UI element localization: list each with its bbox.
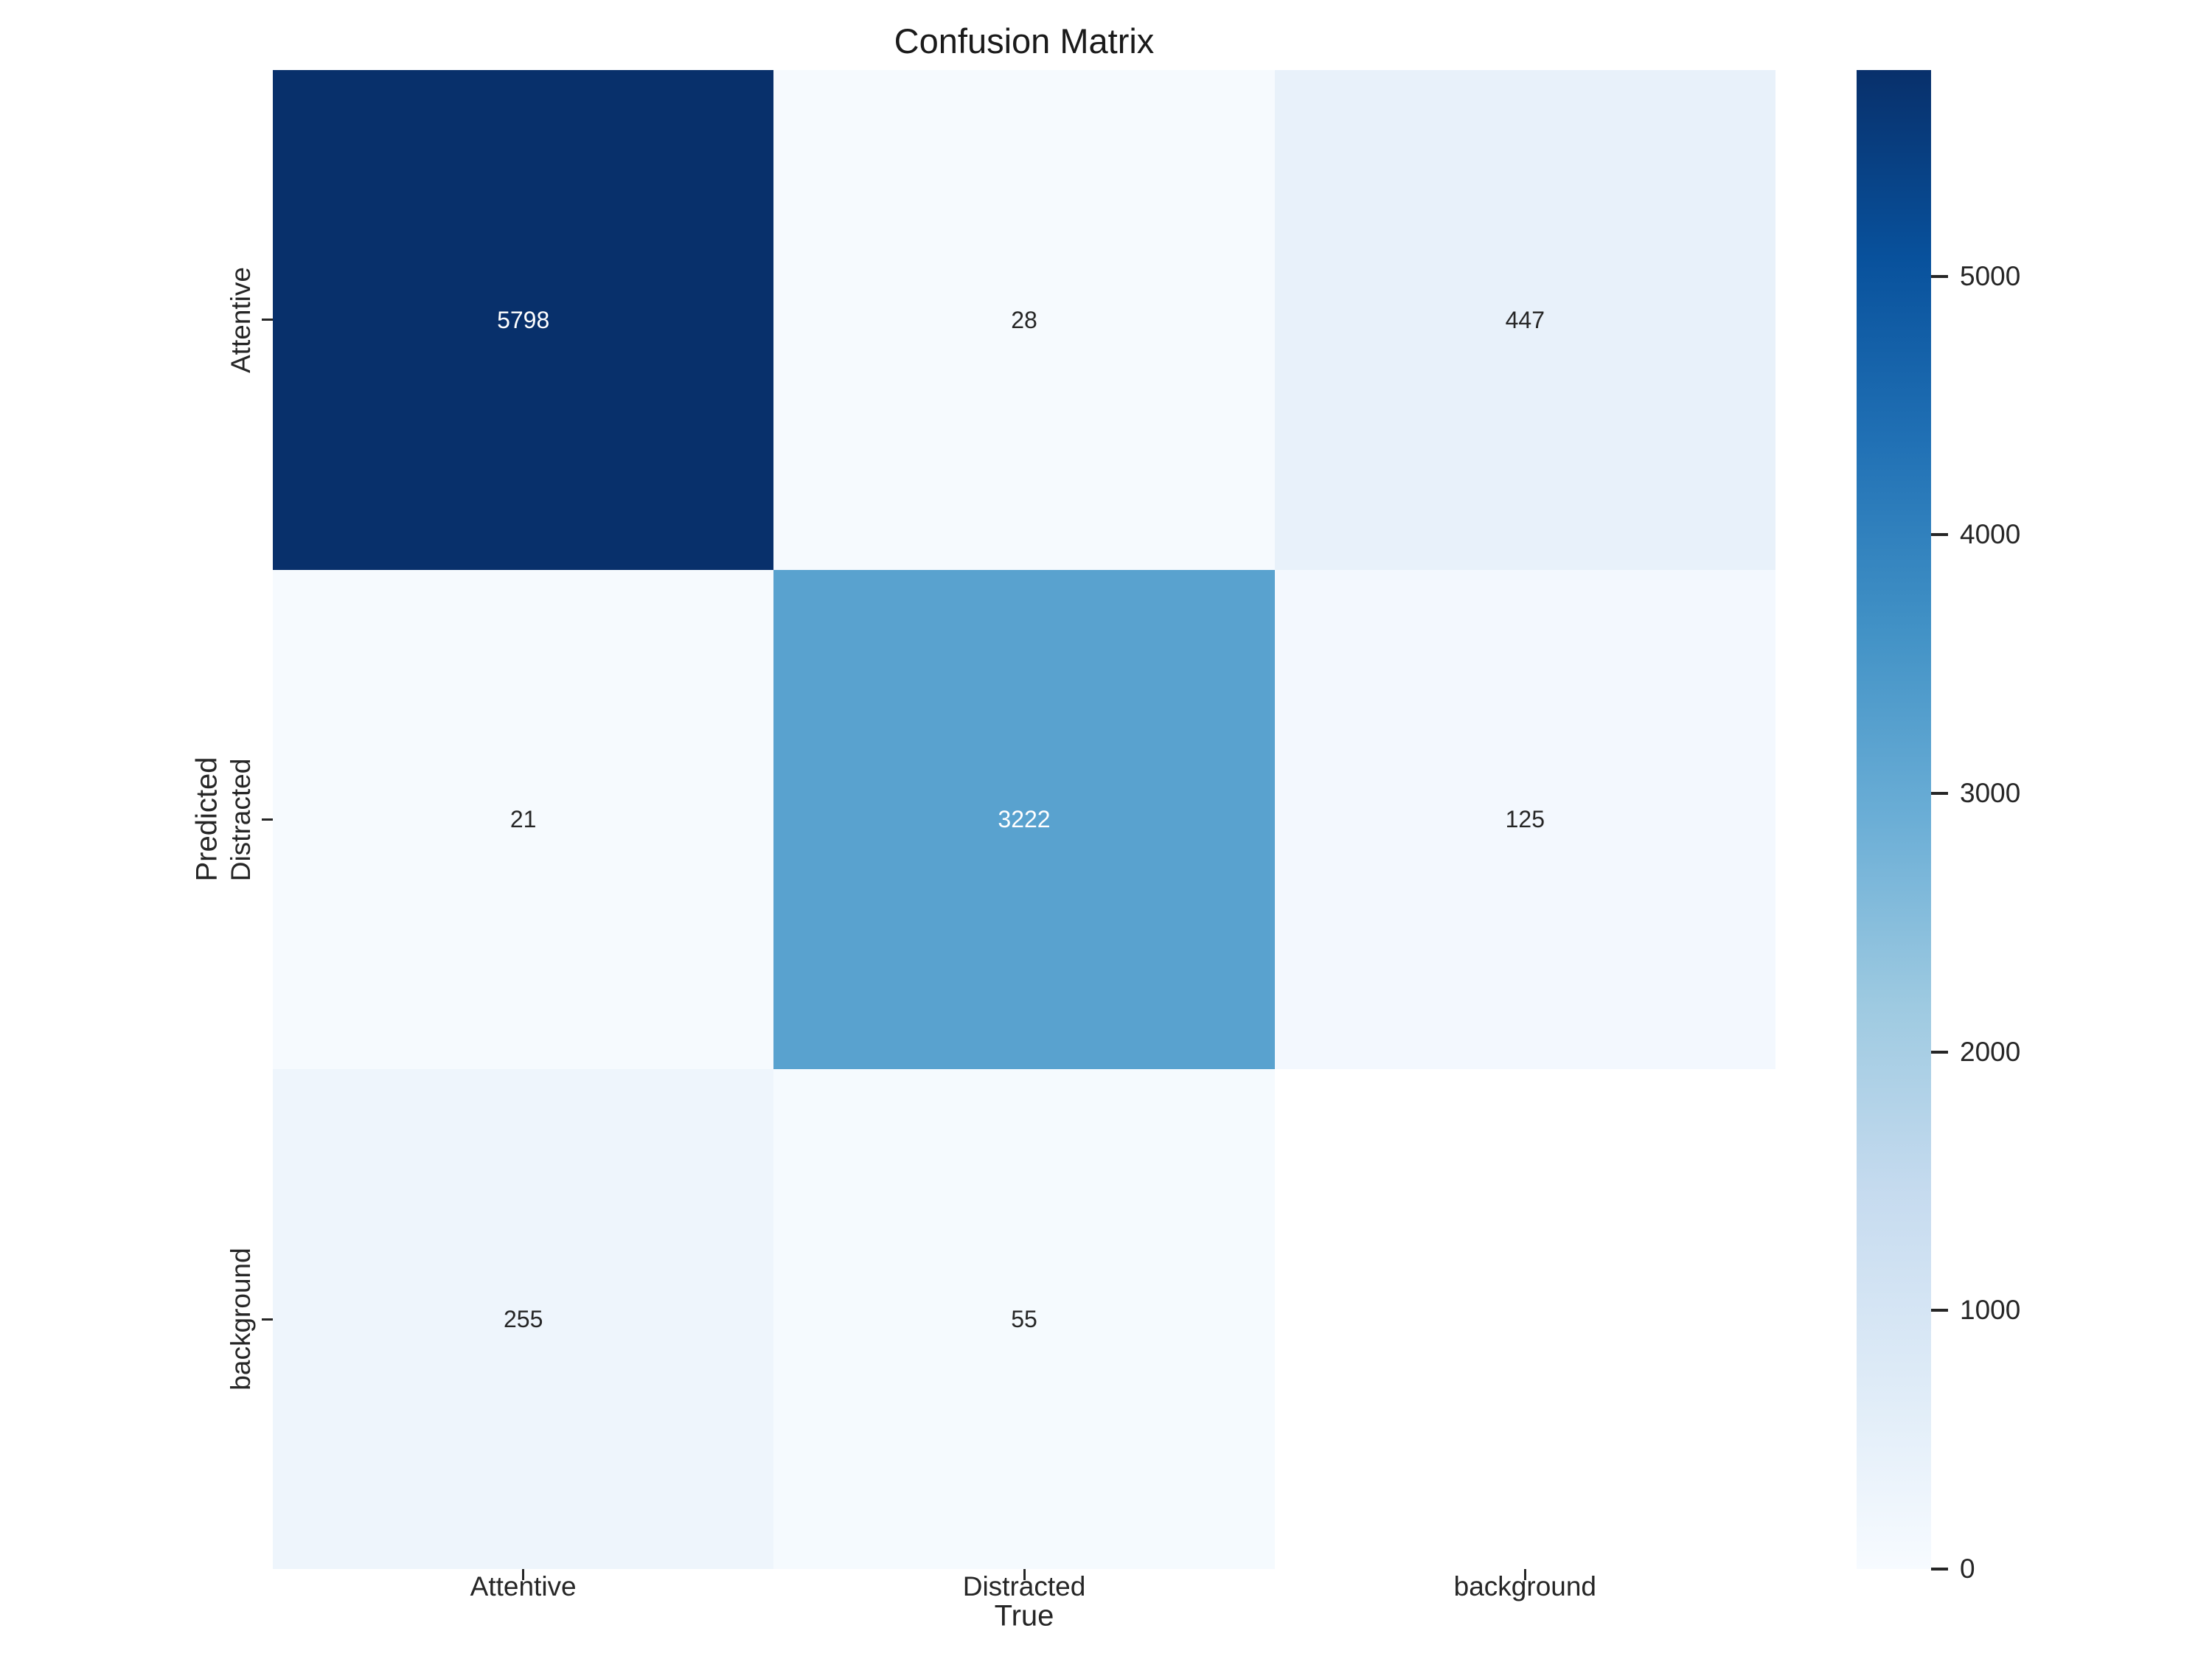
y-tick-mark-distracted xyxy=(262,818,273,821)
heatmap-cell-attentive-distracted: 28 xyxy=(773,70,1275,570)
colorbar-tick-mark-2000 xyxy=(1931,1050,1948,1054)
colorbar-tick-label-0: 0 xyxy=(1960,1554,1975,1584)
x-tick-label-distracted: Distracted xyxy=(962,1571,1086,1601)
heatmap-cell-attentive-attentive: 5798 xyxy=(273,70,774,570)
x-tick-mark-attentive xyxy=(522,1569,525,1580)
cell-value: 28 xyxy=(1011,306,1037,333)
colorbar-tick-label-5000: 5000 xyxy=(1960,260,2021,291)
x-axis-label: True xyxy=(994,1599,1054,1632)
x-tick-label-background: background xyxy=(1453,1571,1597,1601)
cell-value: 5798 xyxy=(497,306,550,333)
y-axis-label: Predicted xyxy=(190,757,223,882)
colorbar xyxy=(1857,70,1931,1569)
heatmap-cell-background-attentive: 255 xyxy=(273,1069,774,1569)
y-tick-label-background: background xyxy=(226,1248,256,1391)
cell-value: 125 xyxy=(1505,806,1545,833)
colorbar-tick-label-2000: 2000 xyxy=(1960,1036,2021,1067)
chart-title: Confusion Matrix xyxy=(894,21,1155,60)
colorbar-tick-label-4000: 4000 xyxy=(1960,519,2021,550)
heatmap-cell-distracted-attentive: 21 xyxy=(273,569,774,1070)
cell-value: 3222 xyxy=(998,806,1051,833)
y-tick-label-attentive: Attentive xyxy=(226,266,256,373)
y-tick-label-distracted: Distracted xyxy=(226,758,256,881)
cell-value: 447 xyxy=(1505,306,1545,333)
x-tick-mark-distracted xyxy=(1023,1569,1026,1580)
colorbar-tick-mark-0 xyxy=(1931,1568,1948,1571)
cell-value: 21 xyxy=(509,806,537,833)
x-tick-mark-background xyxy=(1523,1569,1526,1580)
cell-value: 55 xyxy=(1011,1306,1037,1333)
colorbar-gradient xyxy=(1857,70,1931,1569)
heatmap-cell-background-distracted: 55 xyxy=(773,1069,1275,1569)
heatmap-cell-distracted-distracted: 3222 xyxy=(773,569,1275,1070)
colorbar-tick-mark-5000 xyxy=(1931,274,1948,278)
colorbar-tick-mark-1000 xyxy=(1931,1309,1948,1312)
colorbar-tick-label-3000: 3000 xyxy=(1960,778,2021,809)
heatmap-cell-distracted-background: 125 xyxy=(1274,569,1775,1070)
colorbar-tick-label-1000: 1000 xyxy=(1960,1295,2021,1326)
cell-value: 255 xyxy=(503,1306,543,1333)
colorbar-tick-mark-4000 xyxy=(1931,533,1948,537)
x-tick-label-attentive: Attentive xyxy=(470,1571,577,1601)
colorbar-tick-mark-3000 xyxy=(1931,792,1948,796)
heatmap-cell-attentive-background: 447 xyxy=(1274,70,1775,570)
heatmap-cell-background-background xyxy=(1274,1069,1775,1569)
y-tick-mark-background xyxy=(262,1318,273,1321)
y-tick-mark-attentive xyxy=(262,319,273,321)
heatmap-grid: 5798 28 447 21 3222 125 255 55 xyxy=(273,70,1775,1569)
